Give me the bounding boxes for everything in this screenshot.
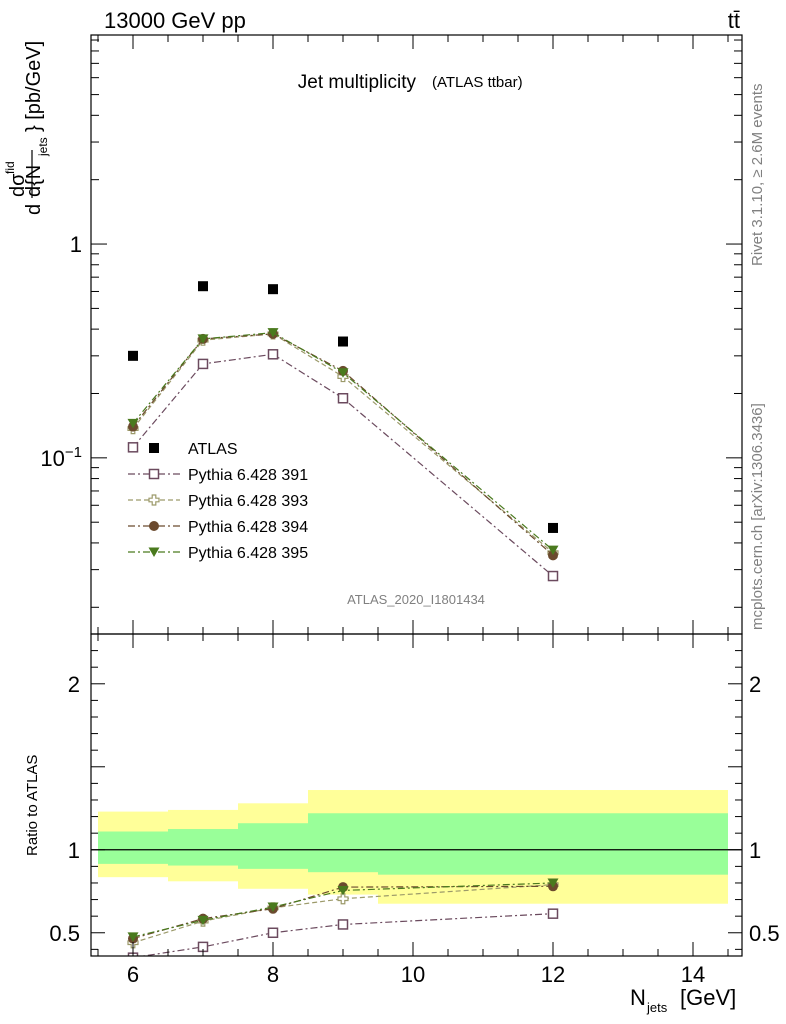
legend-label: Pythia 6.428 395: [188, 545, 308, 562]
uncertainty-band-inner: [168, 829, 238, 866]
data-point-pythia-6-428-395-6: [127, 418, 139, 429]
ratio-line-pythia-6-428-391: [139, 913, 554, 956]
svg-text:d{N: d{N: [23, 165, 45, 197]
legend: ATLAS Pythia 6.428 391 Pythia 6.428 393 Pyt…: [128, 441, 308, 562]
data-point-pythia-6-428-391-9: [337, 392, 349, 404]
uncertainty-band-inner: [378, 813, 728, 875]
legend-label: Pythia 6.428 394: [188, 519, 308, 536]
svg-text:jets: jets: [646, 1000, 668, 1015]
data-point-pythia-6-428-394-12: [548, 550, 558, 561]
svg-text:jets: jets: [36, 137, 50, 157]
main-panel-marks: [127, 281, 559, 582]
main-y-axis-label: d d{N jets } [pb/GeV] dσ fid: [3, 41, 50, 215]
mcplots-label: mcplots.cern.ch [arXiv:1306.3436]: [749, 403, 766, 630]
legend-marker: [149, 443, 159, 453]
ratio-point-pythia-6-428-395-6: [127, 932, 139, 942]
ratio-line-pythia-6-428-395: [132, 882, 554, 938]
x-tick-label: 8: [267, 962, 279, 987]
ratio-y-axis-label: Ratio to ATLAS: [24, 755, 41, 856]
ratio-y-tick-label: 0.5: [49, 921, 80, 946]
chart-title: Jet multiplicity: [298, 72, 417, 93]
ratio-point-pythia-6-428-395-8: [267, 902, 279, 913]
data-point-atlas-8: [268, 284, 278, 295]
data-point-atlas-6: [128, 350, 138, 361]
data-point-pythia-6-428-395-7: [197, 334, 209, 344]
ratio-point-pythia-6-428-395-9: [337, 885, 349, 896]
svg-text:} [pb/GeV]: } [pb/GeV]: [23, 41, 45, 132]
data-point-atlas-9: [338, 336, 348, 347]
series-pythia-6-428-395: [127, 328, 559, 556]
y-tick-label: 10−1: [40, 444, 82, 471]
legend-label: ATLAS: [188, 441, 238, 458]
ratio-y-tick-label-right: 2: [749, 672, 761, 697]
ratio-point-pythia-6-428-391-12: [547, 908, 559, 919]
y-tick-label: 1: [70, 232, 82, 257]
uncertainty-band-inner: [238, 823, 308, 869]
data-point-pythia-6-428-391-12: [547, 570, 559, 582]
ratio-panel-ticks: 6 8 10 12 14 2 2 1 1 0.5 0.5: [49, 634, 780, 987]
ratio-point-pythia-6-428-391-8: [267, 927, 279, 939]
x-tick-label: 10: [401, 962, 425, 987]
data-point-pythia-6-428-391-6: [127, 442, 139, 453]
ratio-y-tick-label-right: 0.5: [749, 921, 780, 946]
ratio-panel: 6 8 10 12 14 2 2 1 1 0.5 0.5 Ratio to ATLAS N jets…: [24, 633, 780, 1015]
process-label: tt̄: [728, 8, 740, 33]
legend-marker: [149, 521, 159, 531]
data-point-pythia-6-428-395-8: [267, 328, 279, 338]
analysis-id-label: ATLAS_2020_I1801434: [347, 592, 485, 607]
ratio-y-tick-label: 2: [68, 672, 80, 697]
uncertainty-band-inner: [308, 813, 378, 873]
main-panel-ticks: 1 10−1: [40, 35, 742, 634]
uncertainty-band-inner: [98, 831, 168, 864]
legend-item-pythia-6-428-393: Pythia 6.428 393: [128, 493, 308, 510]
ratio-series-pythia-6-428-395: [127, 878, 559, 942]
series-atlas: [128, 281, 558, 533]
data-point-pythia-6-428-391-8: [267, 349, 279, 360]
legend-label: Pythia 6.428 391: [188, 467, 308, 484]
legend-item-pythia-6-428-391: Pythia 6.428 391: [128, 467, 308, 484]
energy-label: 13000 GeV pp: [104, 8, 246, 33]
legend-marker: [148, 468, 160, 480]
ratio-point-pythia-6-428-393-9: [337, 893, 349, 905]
ratio-y-tick-label-right: 1: [749, 838, 761, 863]
ratio-point-pythia-6-428-395-7: [197, 915, 209, 926]
x-tick-label: 14: [681, 962, 705, 987]
data-point-pythia-6-428-395-12: [547, 545, 559, 556]
svg-text:fid: fid: [3, 161, 17, 174]
chart-subtitle: (ATLAS ttbar): [432, 74, 523, 91]
data-point-pythia-6-428-391-7: [197, 358, 209, 370]
legend-item-atlas: ATLAS: [149, 441, 238, 458]
data-point-atlas-7: [198, 281, 208, 292]
legend-label: Pythia 6.428 393: [188, 493, 308, 510]
legend-marker: [148, 547, 160, 557]
legend-item-pythia-6-428-395: Pythia 6.428 395: [128, 545, 308, 562]
rivet-version-label: Rivet 3.1.10, ≥ 2.6M events: [749, 84, 766, 267]
x-axis-label: N jets [GeV]: [630, 985, 736, 1015]
svg-text:N: N: [630, 985, 646, 1010]
x-tick-label: 12: [541, 962, 565, 987]
x-tick-label: 6: [127, 962, 139, 987]
main-panel: 1 10−1 Jet multiplicity (ATLAS ttbar) ATL…: [3, 34, 743, 635]
ratio-panel-frame: [90, 633, 743, 957]
svg-text:dσ: dσ: [7, 173, 29, 197]
ratio-point-pythia-6-428-391-9: [337, 919, 349, 930]
series-line-pythia-6-428-391: [132, 353, 554, 577]
legend-item-pythia-6-428-394: Pythia 6.428 394: [128, 519, 308, 536]
ratio-point-pythia-6-428-395-12: [547, 878, 559, 888]
ratio-panel-marks: [127, 878, 559, 956]
series-line-pythia-6-428-393: [132, 333, 554, 554]
ratio-y-tick-label: 1: [68, 838, 80, 863]
legend-marker: [148, 494, 160, 506]
svg-text:d: d: [23, 204, 45, 215]
data-point-atlas-12: [548, 522, 558, 533]
data-point-pythia-6-428-395-9: [337, 368, 349, 378]
svg-text:[GeV]: [GeV]: [680, 985, 736, 1010]
series-pythia-6-428-391: [127, 349, 559, 582]
